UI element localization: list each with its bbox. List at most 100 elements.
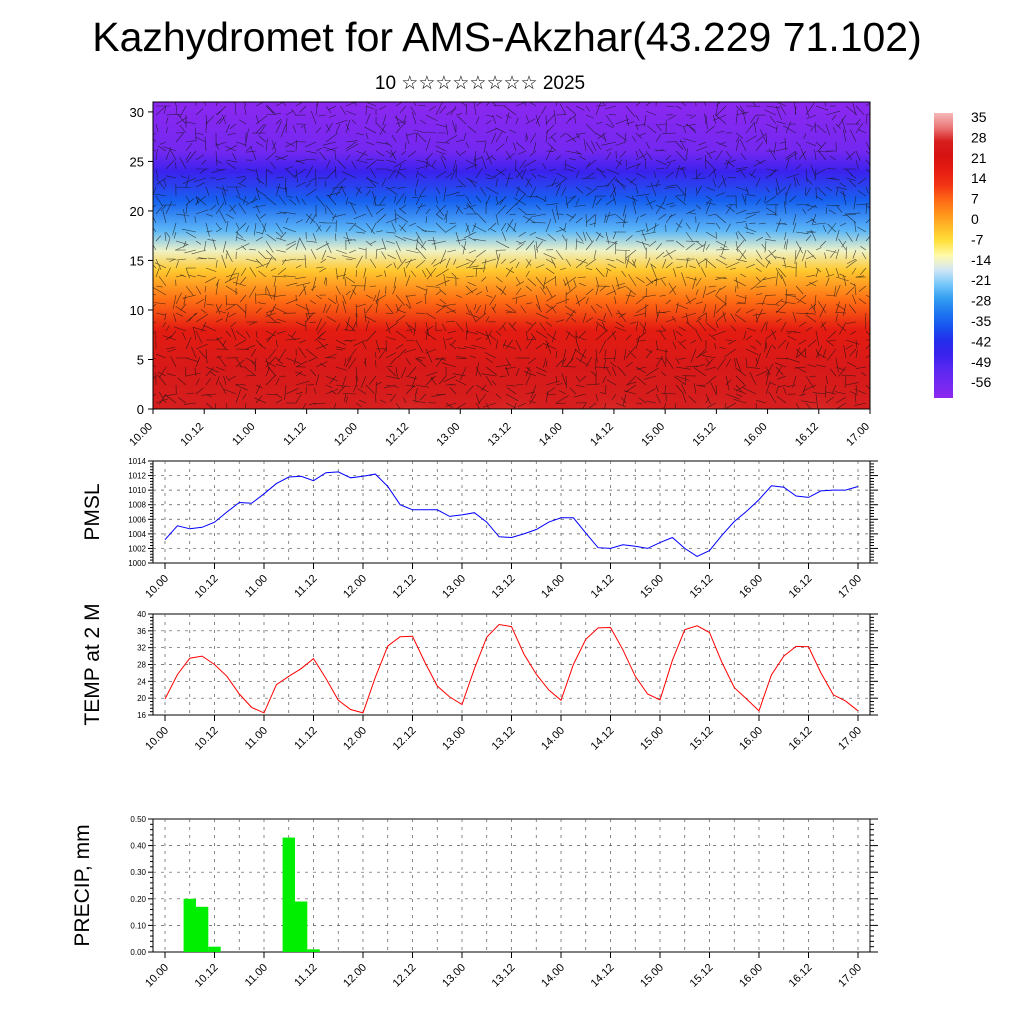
y-tick-label: 36 xyxy=(137,627,146,636)
y-tick-label: 20 xyxy=(130,204,144,219)
pmsl-panel: 1000 1002 1004 1006 1008 1010 1012 1014 10.00 10.… xyxy=(81,457,878,601)
x-tick-label: 10.00 xyxy=(127,421,155,449)
warm-bubble xyxy=(365,337,454,409)
pmsl-series-line xyxy=(164,471,859,557)
x-tick-label: 13.00 xyxy=(440,573,468,601)
precip-bar xyxy=(307,949,320,952)
x-tick-label: 10.00 xyxy=(143,573,171,601)
x-tick-label: 10.12 xyxy=(193,725,221,753)
x-tick-label: 12.12 xyxy=(391,725,419,753)
x-tick-label: 14.12 xyxy=(589,573,617,601)
colorbar-ramp xyxy=(934,113,953,398)
y-tick-label: 1012 xyxy=(128,472,146,481)
y-tick-label: 0 xyxy=(137,402,144,417)
grid xyxy=(153,614,870,715)
temp2m-series-line xyxy=(164,623,859,714)
y-tick-label: 0.40 xyxy=(130,842,146,851)
field-overlays xyxy=(153,102,870,409)
x-tick-label: 14.12 xyxy=(589,725,617,753)
x-tick-label: 15.00 xyxy=(638,962,666,990)
x-tick-label: 13.00 xyxy=(440,725,468,753)
y-tick-label: 0.10 xyxy=(130,921,146,930)
x-tick-label: 14.00 xyxy=(539,962,567,990)
x-tick-label: 13.00 xyxy=(434,421,462,449)
y-tick-label: 32 xyxy=(137,644,146,653)
y-tick-label: 30 xyxy=(130,105,144,120)
chart-title: Kazhydromet for AMS-Akzhar(43.229 71.102… xyxy=(92,14,922,60)
colorbar-label: 21 xyxy=(971,150,987,166)
colorbar-label: -35 xyxy=(971,313,991,329)
x-tick-label: 14.12 xyxy=(588,421,616,449)
y-tick-label: 0.50 xyxy=(130,815,146,824)
y-axis-title: PRECIP, mm xyxy=(71,824,94,946)
y-tick-label: 1002 xyxy=(128,544,146,553)
precip-panel: 0.00 0.10 0.20 0.30 0.40 0.50 10.00 10.12 11.00 1… xyxy=(71,815,878,990)
y-tick-label: 24 xyxy=(137,677,146,686)
grid xyxy=(153,461,870,563)
x-tick-label: 12.12 xyxy=(391,573,419,601)
x-tick-label: 15.12 xyxy=(691,421,719,449)
warm-bubble xyxy=(569,337,658,409)
x-tick-label: 16.00 xyxy=(737,962,765,990)
x-tick-label: 14.00 xyxy=(539,725,567,753)
colorbar: 35 28 21 14 7 0 -7 -14 -21 -28 -35 -42 -49 -56 xyxy=(934,109,991,398)
x-tick-label: 11.00 xyxy=(243,725,270,752)
grid xyxy=(153,819,870,952)
x-tick-label: 16.12 xyxy=(793,421,821,449)
x-tick-label: 11.00 xyxy=(243,573,270,600)
x-tick-label: 15.12 xyxy=(688,962,716,990)
x-tick-label: 11.12 xyxy=(292,725,319,752)
cross-section-panel: 0 5 10 15 20 25 30 10.00 10.12 11.00 11.12 12.00 12.… xyxy=(127,101,872,449)
x-tick-label: 11.00 xyxy=(243,962,270,989)
x-tick-label: 15.12 xyxy=(688,573,716,601)
y-tick-label: 0.20 xyxy=(130,895,146,904)
x-tick-label: 15.00 xyxy=(638,725,666,753)
colorbar-label: 14 xyxy=(971,170,987,186)
x-tick-label: 16.12 xyxy=(787,962,815,990)
colorbar-label: -7 xyxy=(971,231,984,247)
colorbar-label: -56 xyxy=(971,374,991,390)
colorbar-label: 28 xyxy=(971,129,987,145)
x-tick-label: 13.12 xyxy=(486,421,514,449)
x-tick-label: 12.12 xyxy=(391,962,419,990)
x-tick-label: 14.12 xyxy=(589,962,617,990)
y-tick-label: 16 xyxy=(137,711,146,720)
colorbar-label: -42 xyxy=(971,333,991,349)
colorbar-label: -49 xyxy=(971,354,991,370)
x-tick-label: 12.00 xyxy=(341,725,369,753)
x-tick-label: 11.12 xyxy=(281,421,308,448)
y-tick-label: 0.00 xyxy=(130,948,146,957)
colorbar-label: 35 xyxy=(971,109,987,125)
y-tick-label: 5 xyxy=(137,352,144,367)
x-tick-label: 16.12 xyxy=(787,725,815,753)
y-tick-label: 1006 xyxy=(128,515,146,524)
y-tick-label: 1004 xyxy=(128,530,146,539)
x-tick-label: 16.12 xyxy=(787,573,815,601)
x-tick-label: 13.12 xyxy=(490,573,518,601)
x-tick-label: 10.12 xyxy=(193,573,221,601)
y-tick-label: 1010 xyxy=(128,486,146,495)
chart-subtitle: 10 ☆☆☆☆☆☆☆☆ 2025 xyxy=(374,73,586,94)
wind-vector-lines xyxy=(153,102,870,409)
x-tick-label: 17.00 xyxy=(836,725,864,753)
x-tick-label: 14.00 xyxy=(537,421,565,449)
x-tick-label: 17.00 xyxy=(836,573,864,601)
colorbar-label: -21 xyxy=(971,272,991,288)
y-tick-label: 1014 xyxy=(128,457,146,466)
x-tick-label: 10.00 xyxy=(143,962,171,990)
x-tick-label: 10.00 xyxy=(143,725,171,753)
x-tick-label: 17.00 xyxy=(836,962,864,990)
x-tick-label: 11.12 xyxy=(292,962,319,989)
y-axis-title: PMSL xyxy=(81,483,104,540)
y-tick-label: 20 xyxy=(137,694,146,703)
colorbar-label: 7 xyxy=(971,191,979,207)
x-tick-label: 16.00 xyxy=(742,421,770,449)
x-tick-label: 15.12 xyxy=(688,725,716,753)
y-tick-label: 1008 xyxy=(128,501,146,510)
precip-bar xyxy=(282,837,295,952)
x-tick-label: 17.00 xyxy=(844,421,872,449)
x-tick-label: 16.00 xyxy=(737,725,765,753)
x-tick-label: 13.12 xyxy=(490,962,518,990)
x-tick-label: 10.12 xyxy=(178,421,206,449)
